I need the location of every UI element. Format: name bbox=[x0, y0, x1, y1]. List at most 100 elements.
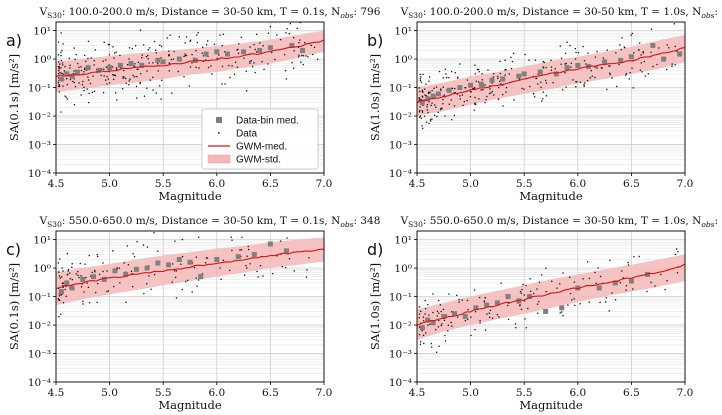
data-point bbox=[474, 73, 476, 75]
title-sub-vs30: S30 bbox=[408, 220, 423, 229]
data-point bbox=[305, 276, 308, 278]
data-point bbox=[420, 76, 422, 78]
data-point bbox=[456, 93, 459, 95]
data-point bbox=[62, 302, 65, 304]
data-point bbox=[594, 66, 596, 68]
data-point bbox=[107, 290, 110, 292]
data-point bbox=[609, 65, 611, 67]
data-point bbox=[299, 22, 301, 24]
data-point bbox=[184, 54, 186, 57]
data-point bbox=[472, 88, 474, 90]
data-point bbox=[423, 320, 425, 322]
data-point bbox=[674, 253, 677, 256]
data-point bbox=[428, 92, 430, 94]
data-bin-median bbox=[505, 294, 511, 300]
data-point bbox=[464, 319, 467, 322]
data-point bbox=[456, 294, 458, 297]
data-point bbox=[202, 46, 204, 48]
data-point bbox=[133, 255, 136, 258]
data-point bbox=[419, 78, 421, 80]
data-point bbox=[599, 275, 602, 278]
data-point bbox=[442, 98, 444, 101]
data-point bbox=[525, 284, 527, 287]
data-point bbox=[457, 77, 459, 79]
data-point bbox=[83, 86, 85, 89]
panel-title: VS30: 100.0-200.0 m/s, Distance = 30-50 … bbox=[400, 6, 722, 20]
data-point bbox=[134, 63, 136, 65]
data-point bbox=[611, 77, 613, 79]
data-point bbox=[488, 316, 491, 318]
data-point bbox=[419, 343, 422, 345]
data-point bbox=[454, 72, 456, 74]
legend-std-patch bbox=[207, 154, 231, 164]
data-point bbox=[575, 51, 577, 54]
data-bin-median bbox=[537, 69, 543, 75]
data-point bbox=[600, 67, 602, 69]
data-point bbox=[118, 267, 121, 269]
data-point bbox=[418, 111, 421, 113]
data-point bbox=[488, 92, 491, 95]
data-point bbox=[545, 267, 547, 269]
data-point bbox=[239, 249, 241, 251]
data-point bbox=[95, 291, 97, 294]
y-tick-label: 10⁻³ bbox=[28, 140, 51, 152]
data-point bbox=[198, 236, 200, 238]
data-bin-median bbox=[257, 47, 263, 53]
data-point bbox=[57, 262, 60, 264]
legend-label-data: Data bbox=[236, 129, 258, 140]
data-point bbox=[429, 120, 432, 122]
data-point bbox=[435, 86, 438, 88]
data-point bbox=[545, 82, 548, 84]
data-point bbox=[583, 85, 585, 87]
data-point bbox=[231, 249, 233, 252]
data-bin-median bbox=[419, 99, 425, 105]
data-point bbox=[420, 117, 423, 120]
data-point bbox=[438, 319, 440, 322]
data-point bbox=[419, 115, 422, 117]
data-point bbox=[591, 75, 593, 77]
data-bin-median bbox=[187, 259, 193, 265]
data-point bbox=[642, 51, 644, 53]
data-point bbox=[271, 51, 273, 54]
data-point bbox=[440, 107, 442, 109]
data-point bbox=[426, 106, 428, 108]
x-tick-label: 4.5 bbox=[409, 387, 426, 399]
data-point bbox=[88, 302, 91, 304]
x-tick-label: 4.5 bbox=[48, 178, 65, 190]
data-point bbox=[427, 304, 429, 306]
data-point bbox=[433, 87, 435, 89]
data-point bbox=[143, 95, 146, 97]
data-point bbox=[83, 89, 85, 92]
data-point bbox=[505, 91, 507, 93]
data-point bbox=[497, 77, 499, 80]
data-point bbox=[62, 286, 64, 289]
data-point bbox=[221, 45, 223, 47]
data-point bbox=[514, 323, 517, 325]
legend-box bbox=[201, 108, 319, 170]
data-point bbox=[573, 281, 576, 283]
data-point bbox=[582, 45, 584, 48]
data-point bbox=[420, 81, 423, 84]
data-point bbox=[184, 42, 186, 44]
data-point bbox=[57, 66, 60, 68]
data-point bbox=[467, 318, 469, 320]
data-point bbox=[262, 45, 264, 47]
data-point bbox=[168, 50, 170, 52]
data-point bbox=[616, 85, 618, 88]
data-point bbox=[88, 92, 90, 95]
data-point bbox=[619, 44, 621, 46]
data-point bbox=[125, 301, 127, 303]
data-point bbox=[442, 308, 445, 311]
data-bin-median bbox=[452, 311, 458, 317]
data-point bbox=[59, 258, 61, 260]
data-point bbox=[86, 282, 88, 284]
title-main: : 550.0-650.0 m/s, Distance = 30-50 km, … bbox=[62, 215, 340, 227]
data-point bbox=[569, 276, 571, 278]
data-point bbox=[63, 70, 65, 72]
data-point bbox=[114, 74, 117, 77]
data-point bbox=[166, 37, 168, 39]
data-point bbox=[62, 270, 64, 272]
data-point bbox=[470, 334, 472, 337]
data-bin-median bbox=[128, 60, 134, 66]
data-point bbox=[423, 115, 426, 117]
